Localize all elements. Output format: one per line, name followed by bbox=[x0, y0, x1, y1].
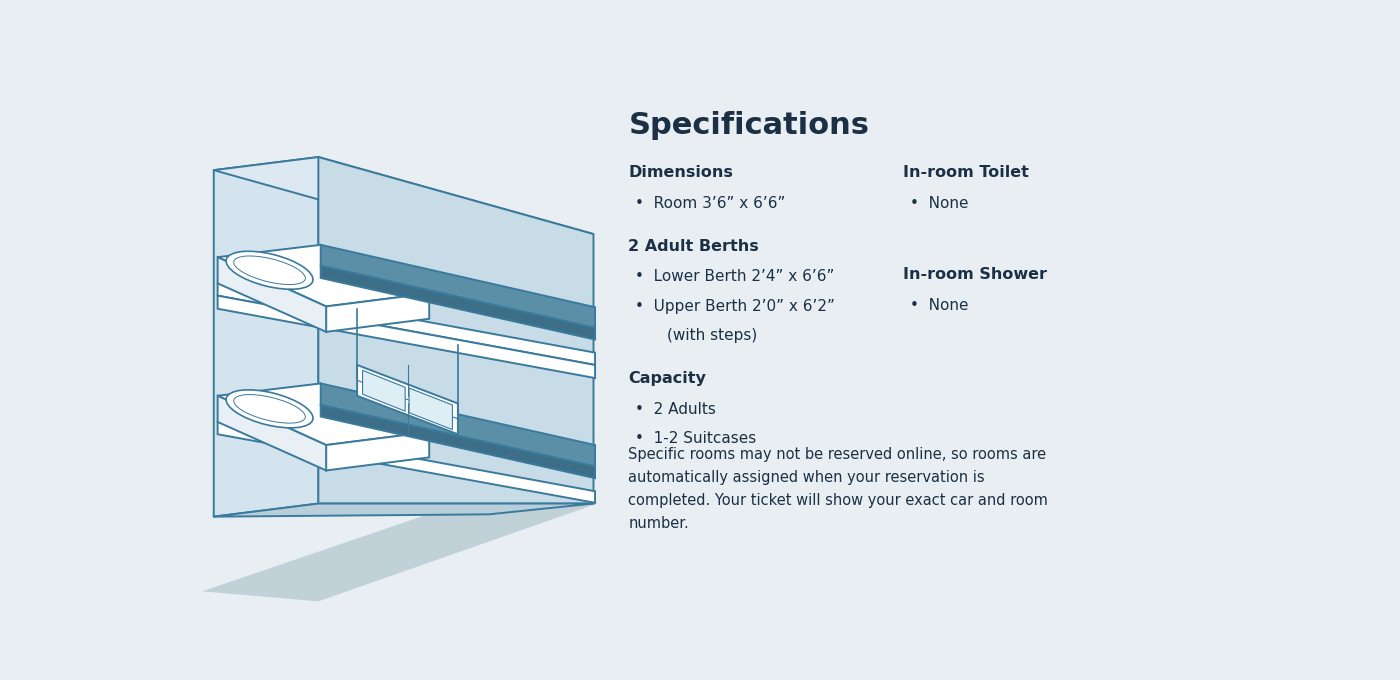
Polygon shape bbox=[321, 245, 595, 328]
Text: •  None: • None bbox=[910, 298, 969, 313]
Text: •  2 Adults: • 2 Adults bbox=[634, 402, 715, 417]
Text: •  Upper Berth 2’0” x 6’2”: • Upper Berth 2’0” x 6’2” bbox=[634, 299, 834, 313]
Text: •  1-2 Suitcases: • 1-2 Suitcases bbox=[634, 431, 756, 446]
Polygon shape bbox=[321, 384, 595, 466]
Polygon shape bbox=[217, 396, 326, 471]
Text: •  Room 3’6” x 6’6”: • Room 3’6” x 6’6” bbox=[634, 196, 785, 211]
Polygon shape bbox=[318, 157, 594, 504]
Text: •  Lower Berth 2’4” x 6’6”: • Lower Berth 2’4” x 6’6” bbox=[634, 269, 834, 284]
Polygon shape bbox=[321, 405, 595, 478]
Polygon shape bbox=[217, 422, 595, 503]
Polygon shape bbox=[202, 494, 598, 601]
Ellipse shape bbox=[227, 251, 314, 289]
Polygon shape bbox=[214, 504, 594, 517]
Text: •  None: • None bbox=[910, 196, 969, 211]
Text: Capacity: Capacity bbox=[629, 371, 706, 386]
Text: (with steps): (with steps) bbox=[668, 328, 757, 343]
Polygon shape bbox=[326, 432, 430, 471]
Polygon shape bbox=[217, 245, 430, 307]
Ellipse shape bbox=[234, 256, 305, 284]
Ellipse shape bbox=[234, 394, 305, 423]
Polygon shape bbox=[363, 371, 405, 411]
Text: Specific rooms may not be reserved online, so rooms are
automatically assigned w: Specific rooms may not be reserved onlin… bbox=[629, 447, 1049, 531]
Polygon shape bbox=[357, 365, 458, 435]
Text: 2 Adult Berths: 2 Adult Berths bbox=[629, 239, 759, 254]
Polygon shape bbox=[214, 157, 318, 517]
Polygon shape bbox=[217, 284, 595, 365]
Polygon shape bbox=[214, 157, 594, 247]
Polygon shape bbox=[326, 293, 430, 332]
Text: In-room Toilet: In-room Toilet bbox=[903, 165, 1029, 180]
Polygon shape bbox=[409, 388, 452, 430]
Polygon shape bbox=[217, 296, 595, 378]
Text: In-room Shower: In-room Shower bbox=[903, 267, 1047, 282]
Polygon shape bbox=[217, 384, 430, 445]
Text: Specifications: Specifications bbox=[629, 111, 869, 140]
Polygon shape bbox=[321, 266, 595, 339]
Ellipse shape bbox=[227, 390, 314, 428]
Text: Dimensions: Dimensions bbox=[629, 165, 734, 180]
Polygon shape bbox=[217, 257, 326, 332]
